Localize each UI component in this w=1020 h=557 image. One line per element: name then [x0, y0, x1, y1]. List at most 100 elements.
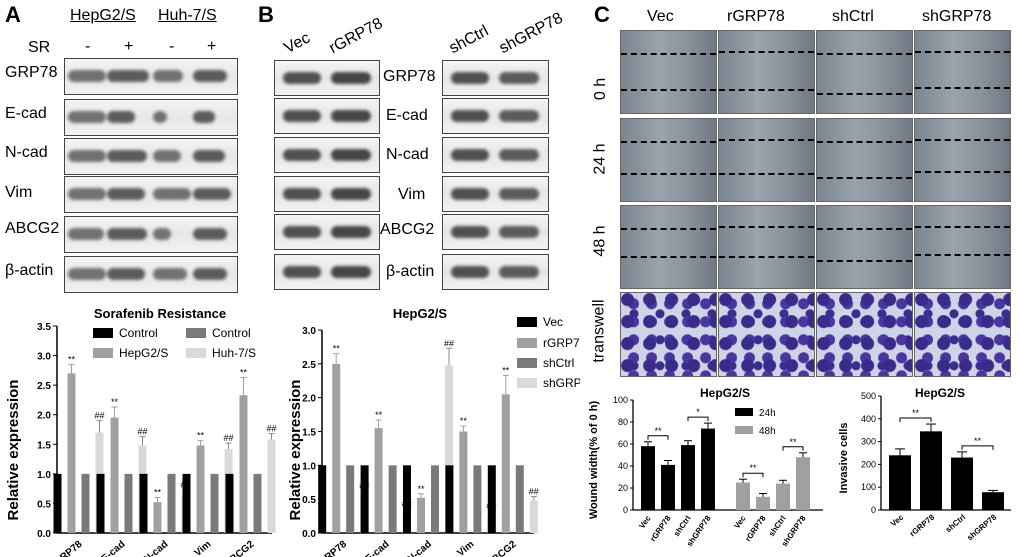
blot-band — [451, 149, 489, 161]
y-tick-label: 0.5 — [37, 499, 51, 510]
significance-mark: ** — [417, 484, 425, 494]
bar — [196, 445, 205, 533]
blot-band — [107, 70, 149, 82]
blot-band — [68, 70, 106, 82]
wound-edge-line — [621, 89, 716, 91]
bar — [445, 465, 454, 533]
x-tick-label: shGRP78 — [965, 512, 998, 542]
significance-bracket — [687, 416, 709, 422]
panel-label-a: A — [5, 2, 21, 27]
bar — [529, 500, 538, 533]
blot-band — [153, 70, 183, 82]
bar — [756, 496, 770, 510]
significance-bracket — [647, 435, 669, 440]
blot-band — [499, 110, 539, 122]
panel-label-b: B — [258, 2, 274, 27]
wound-image — [718, 118, 815, 202]
blot-band — [193, 268, 227, 280]
blot-band — [499, 72, 539, 84]
wound-edge-line — [719, 139, 814, 141]
blot-band — [153, 228, 171, 240]
wound-edge-line — [719, 256, 814, 258]
blot-strip — [274, 98, 380, 134]
chart-hepg2s-expression: HepG2/S Relative expression 0.0 0.5 1.0 1.5… — [287, 306, 580, 557]
transwell-image — [816, 292, 913, 377]
significance-mark: ## — [223, 433, 233, 443]
y-tick-label: 60 — [618, 439, 628, 449]
wound-edge-line — [621, 228, 716, 230]
significance-mark: ** — [654, 426, 662, 436]
blot-band — [107, 150, 147, 162]
bar — [796, 457, 810, 510]
bar — [776, 483, 790, 510]
y-tick-label: 0.5 — [302, 495, 316, 506]
legend-label: Control — [119, 326, 158, 340]
legend-label: HepG2/S — [119, 346, 168, 360]
wound-image — [914, 205, 1011, 289]
bar — [701, 428, 715, 510]
bar — [96, 473, 105, 533]
significance-mark: ** — [974, 436, 982, 446]
significance-mark: ** — [912, 408, 920, 418]
blot-band — [153, 111, 167, 123]
bar — [346, 465, 355, 533]
blot-band — [68, 150, 106, 162]
y-axis-label: Relative expression — [287, 380, 304, 521]
sr-label: SR — [28, 39, 51, 56]
blot-row-label: ABCG2 — [5, 220, 60, 237]
significance-mark: ** — [111, 397, 119, 407]
wound-edge-line — [719, 89, 814, 91]
blot-band — [153, 268, 187, 280]
blot-band — [283, 226, 321, 238]
legend-swatch — [93, 328, 113, 338]
significance-mark: ** — [460, 416, 468, 426]
blot-strip — [442, 137, 549, 173]
bar — [501, 394, 510, 533]
bar — [139, 473, 148, 533]
bar — [182, 473, 191, 533]
wound-edge-line — [719, 173, 814, 175]
bar — [445, 365, 453, 533]
blot-band — [331, 110, 371, 122]
legend-swatch — [517, 338, 537, 348]
blot-strip — [442, 98, 549, 134]
x-tick-label: ABCG2 — [485, 539, 519, 557]
x-tick-label: shCtrl — [672, 514, 693, 538]
bar — [225, 473, 234, 533]
bar — [473, 465, 482, 533]
y-tick-label: 200 — [861, 459, 876, 469]
y-tick-label: 1.0 — [37, 470, 51, 481]
wound-edge-line — [817, 141, 912, 143]
bar — [515, 465, 524, 533]
x-tick-label: Vec — [732, 514, 748, 531]
significance-mark: ** — [333, 344, 341, 354]
wound-image — [816, 205, 913, 289]
y-tick-label: 40 — [618, 461, 628, 471]
blot-band — [499, 188, 539, 200]
bar — [661, 464, 675, 510]
significance-mark: ## — [444, 338, 454, 348]
wound-edge-line — [817, 228, 912, 230]
significance-bracket — [742, 472, 764, 478]
blot-band — [499, 266, 539, 278]
wound-image — [914, 118, 1011, 202]
y-tick-label: 2.0 — [37, 411, 51, 422]
y-tick-label: 100 — [613, 395, 628, 405]
significance-mark: ## — [94, 411, 104, 421]
lane-label: shGRP78 — [496, 9, 566, 58]
wound-edge-line — [621, 53, 716, 55]
chart-title: HepG2/S — [915, 386, 965, 400]
legend-swatch — [735, 408, 753, 416]
x-tick-label: ABCG2 — [223, 539, 257, 557]
chart-sorafenib-resistance: Sorafenib Resistance Relative expression… — [5, 306, 277, 557]
blot-band — [153, 188, 191, 200]
bar — [736, 482, 750, 510]
legend-swatch — [735, 426, 753, 434]
blot-band — [331, 149, 371, 161]
bar — [81, 473, 90, 533]
sr-sign: - — [85, 38, 91, 55]
wound-image — [816, 30, 913, 114]
bar — [889, 455, 911, 510]
wound-edge-line — [621, 141, 716, 143]
legend-label: shGRP78 — [543, 376, 580, 390]
